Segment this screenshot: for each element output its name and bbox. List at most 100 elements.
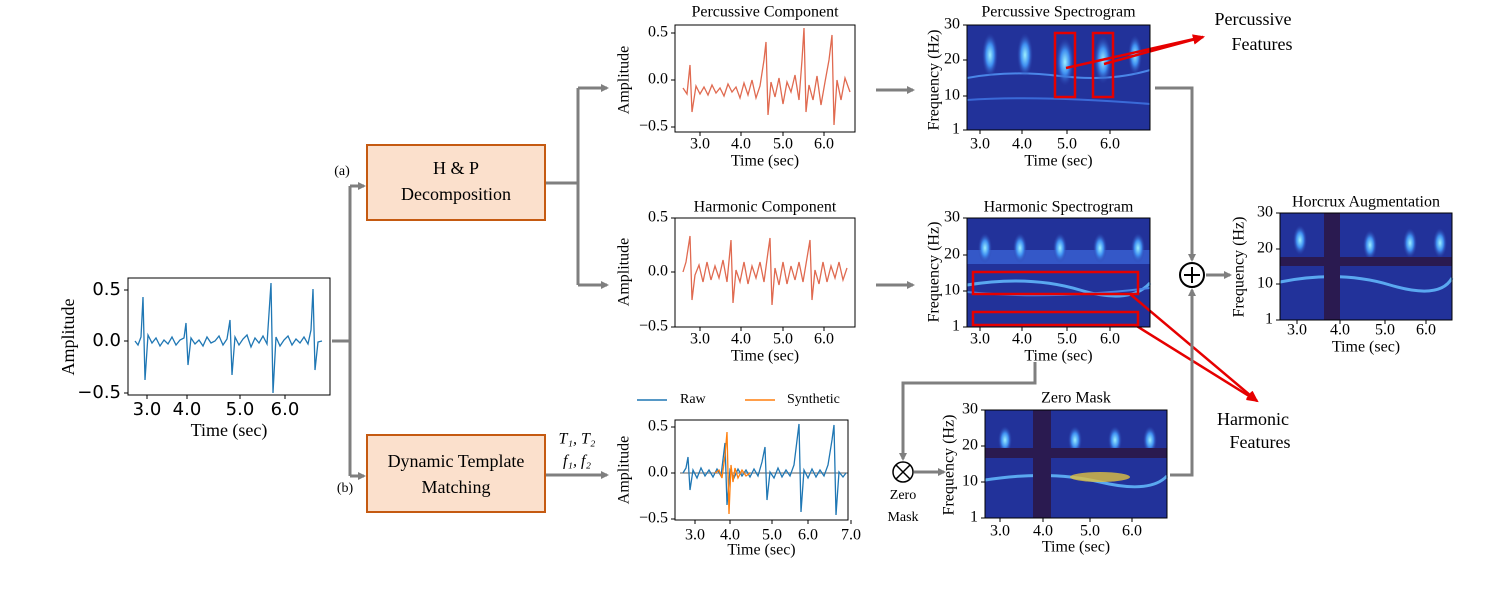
plot-title: Percussive Spectrogram — [981, 4, 1136, 21]
y-tick-label: 0.0 — [648, 71, 668, 88]
y-tick-label: 20 — [962, 437, 978, 454]
percussive-feature-box — [1091, 31, 1115, 99]
y-tick-label: 30 — [944, 209, 960, 226]
y-tick-label: 10 — [962, 473, 978, 490]
x-tick-label: 4.0 — [1012, 331, 1032, 348]
x-axis-label: Time (sec) — [191, 420, 268, 441]
x-tick-label: 5.0 — [226, 399, 255, 420]
raw-waveform — [682, 423, 847, 516]
y-tick-label: 30 — [944, 16, 960, 33]
x-tick-label: 6.0 — [1416, 322, 1436, 339]
plot-frame — [674, 419, 849, 521]
x-tick-label: 5.0 — [773, 136, 793, 153]
x-tick-label: 6.0 — [814, 331, 834, 348]
feature-arrow — [1103, 34, 1205, 66]
operator-label: Zero — [890, 488, 916, 503]
y-tick-label: 1 — [970, 509, 978, 526]
x-tick-label: 3.0 — [1287, 322, 1307, 339]
y-tick-label: 0.5 — [92, 279, 121, 300]
plot-frame — [674, 24, 856, 133]
template-params: T₁, T₂ — [559, 431, 596, 448]
harmonic-feature-box — [971, 310, 1140, 327]
y-axis-label: Amplitude — [616, 238, 633, 306]
x-tick-label: 6.0 — [798, 527, 818, 544]
plot-frame — [127, 277, 331, 396]
y-tick-label: 1 — [1265, 311, 1273, 328]
x-tick-label: 5.0 — [1057, 136, 1077, 153]
feature-label: Harmonic — [1217, 409, 1289, 429]
y-tick-label: 0.0 — [92, 330, 121, 351]
y-axis-label: Amplitude — [616, 46, 633, 114]
legend-label: Raw — [680, 392, 707, 407]
y-tick-label: −0.5 — [639, 118, 668, 135]
y-tick-label: −0.5 — [639, 318, 668, 335]
y-tick-label: 1 — [952, 318, 960, 335]
x-tick-label: 3.0 — [990, 523, 1010, 540]
y-tick-label: 1 — [952, 121, 960, 138]
y-axis-label: Amplitude — [616, 436, 633, 504]
x-tick-label: 7.0 — [841, 527, 861, 544]
y-tick-label: 20 — [1257, 240, 1273, 257]
synthetic-waveform — [714, 431, 751, 515]
harmonic-feature-box — [971, 270, 1140, 296]
x-tick-label: 5.0 — [762, 527, 782, 544]
y-tick-label: 0.0 — [648, 464, 668, 481]
feature-label: Features — [1230, 432, 1291, 452]
x-tick-label: 4.0 — [720, 527, 740, 544]
x-axis-label: Time (sec) — [731, 348, 799, 365]
feature-arrow — [1134, 323, 1259, 403]
x-tick-label: 3.0 — [690, 331, 710, 348]
percussive-spectrogram-image — [966, 25, 1151, 130]
x-axis-label: Time (sec) — [1024, 348, 1092, 365]
plot-frame — [984, 409, 1168, 519]
input-waveform — [134, 282, 323, 394]
plot-title: Harmonic Spectrogram — [984, 199, 1134, 216]
x-axis-label: Time (sec) — [1024, 153, 1092, 170]
template-params: f₁, f₂ — [563, 453, 591, 470]
x-tick-label: 5.0 — [1375, 322, 1395, 339]
x-tick-label: 4.0 — [1033, 523, 1053, 540]
x-tick-label: 3.0 — [685, 527, 705, 544]
x-tick-label: 5.0 — [1080, 523, 1100, 540]
plot-title: Percussive Component — [691, 4, 839, 21]
y-tick-label: −0.5 — [77, 382, 121, 403]
y-axis-label: Frequency (Hz) — [926, 222, 943, 323]
x-tick-label: 6.0 — [271, 399, 300, 420]
x-axis-label: Time (sec) — [1042, 539, 1110, 556]
x-tick-label: 6.0 — [1100, 136, 1120, 153]
x-tick-label: 3.0 — [690, 136, 710, 153]
y-tick-label: 30 — [1257, 204, 1273, 221]
harmonic-waveform — [682, 235, 848, 306]
y-tick-label: 0.0 — [648, 263, 668, 280]
x-tick-label: 5.0 — [1057, 331, 1077, 348]
x-tick-label: 4.0 — [731, 136, 751, 153]
y-axis-label: Frequency (Hz) — [926, 30, 943, 131]
y-tick-label: 10 — [944, 282, 960, 299]
y-tick-label: 20 — [944, 246, 960, 263]
x-tick-label: 4.0 — [1012, 136, 1032, 153]
y-tick-label: 0.5 — [648, 209, 668, 226]
x-tick-label: 6.0 — [814, 136, 834, 153]
box-label: Matching — [422, 477, 491, 497]
x-tick-label: 5.0 — [773, 331, 793, 348]
y-tick-label: −0.5 — [639, 510, 668, 527]
y-tick-label: 0.5 — [648, 24, 668, 41]
x-tick-label: 4.0 — [731, 331, 751, 348]
x-tick-label: 4.0 — [173, 399, 202, 420]
flow-arrows — [332, 84, 1232, 480]
feature-label: Features — [1232, 34, 1293, 54]
y-axis-label: Frequency (Hz) — [1231, 217, 1248, 318]
box-label: Dynamic Template — [388, 451, 525, 471]
y-axis-label: Frequency (Hz) — [941, 415, 958, 516]
y-tick-label: 0.5 — [648, 418, 668, 435]
y-tick-label: 10 — [944, 87, 960, 104]
x-tick-label: 3.0 — [970, 136, 990, 153]
zero-mask-operator — [892, 461, 914, 483]
plot-title: Zero Mask — [1041, 390, 1111, 407]
dtm-box — [366, 434, 546, 513]
x-tick-label: 3.0 — [970, 331, 990, 348]
legend-label: Synthetic — [787, 392, 840, 407]
x-tick-label: 6.0 — [1122, 523, 1142, 540]
plot-frame — [1279, 212, 1453, 321]
x-axis-label: Time (sec) — [1332, 339, 1400, 356]
